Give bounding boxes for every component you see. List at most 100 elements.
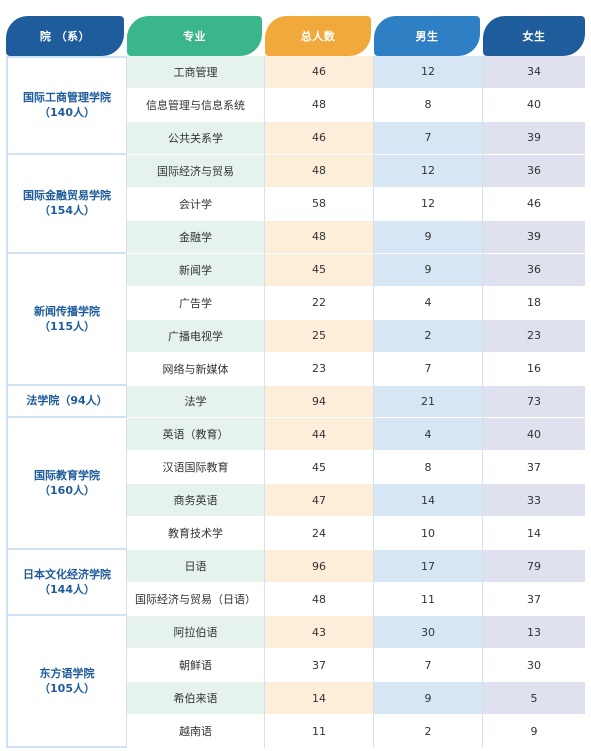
department-name: 新闻传播学院 <box>34 304 100 318</box>
table-cell-major: 法学 <box>127 385 264 419</box>
table-cell-male: 10 <box>374 517 482 551</box>
department-cell: 日本文化经济学院 （144人） <box>6 550 126 617</box>
header-major: 专业 <box>127 16 262 56</box>
table-cell-female: 36 <box>483 154 585 188</box>
table-cell-female: 13 <box>483 616 585 650</box>
department-cell: 东方语学院 （105人） <box>6 616 126 748</box>
table-cell-total: 58 <box>265 187 373 221</box>
table-cell-total: 45 <box>265 451 373 485</box>
table-cell-major: 希伯来语 <box>127 682 264 716</box>
table-cell-major: 商务英语 <box>127 484 264 518</box>
table-cell-female: 9 <box>483 715 585 748</box>
department-name: 国际教育学院 <box>34 469 100 483</box>
table-cell-male: 12 <box>374 187 482 221</box>
table-cell-major: 国际经济与贸易 <box>127 154 264 188</box>
header-department: 院 （系） <box>6 16 124 56</box>
table-cell-total: 25 <box>265 319 373 353</box>
table-cell-major: 金融学 <box>127 220 264 254</box>
table-cell-total: 11 <box>265 715 373 748</box>
department-cell: 新闻传播学院 （115人） <box>6 253 126 386</box>
department-cell: 国际教育学院 （160人） <box>6 418 126 551</box>
table-cell-male: 12 <box>374 56 482 89</box>
table-cell-male: 9 <box>374 253 482 287</box>
table-cell-major: 信息管理与信息系统 <box>127 88 264 122</box>
table-cell-female: 18 <box>483 286 585 320</box>
column-divider <box>264 56 265 748</box>
table-cell-male: 2 <box>374 715 482 748</box>
table-cell-major: 网络与新媒体 <box>127 352 264 386</box>
table-cell-male: 9 <box>374 682 482 716</box>
department-name: 东方语学院 <box>39 667 95 681</box>
table-cell-male: 11 <box>374 583 482 617</box>
table-cell-female: 73 <box>483 385 585 419</box>
department-name: 法学院（94人） <box>26 394 108 408</box>
table-cell-male: 4 <box>374 286 482 320</box>
department-name: 日本文化经济学院 <box>23 568 111 582</box>
column-divider <box>482 56 483 748</box>
table-cell-total: 48 <box>265 154 373 188</box>
table-cell-female: 33 <box>483 484 585 518</box>
header-total: 总人数 <box>265 16 371 56</box>
table-cell-major: 阿拉伯语 <box>127 616 264 650</box>
table-cell-total: 45 <box>265 253 373 287</box>
table-cell-male: 21 <box>374 385 482 419</box>
department-name: 国际金融贸易学院 <box>23 189 111 203</box>
table-cell-male: 8 <box>374 88 482 122</box>
table-cell-male: 7 <box>374 352 482 386</box>
table-cell-major: 英语（教育） <box>127 418 264 452</box>
table-cell-total: 24 <box>265 517 373 551</box>
table-cell-female: 40 <box>483 418 585 452</box>
header-male: 男生 <box>374 16 480 56</box>
table-cell-major: 工商管理 <box>127 56 264 89</box>
table-cell-female: 36 <box>483 253 585 287</box>
table-cell-major: 教育技术学 <box>127 517 264 551</box>
table-cell-male: 4 <box>374 418 482 452</box>
table-cell-male: 12 <box>374 154 482 188</box>
department-cell: 国际金融贸易学院 （154人） <box>6 154 126 254</box>
table-cell-female: 39 <box>483 220 585 254</box>
department-count: （154人） <box>39 204 95 218</box>
table-cell-male: 30 <box>374 616 482 650</box>
table-cell-major: 广播电视学 <box>127 319 264 353</box>
table-cell-female: 37 <box>483 583 585 617</box>
department-count: （160人） <box>39 484 95 498</box>
department-cell: 国际工商管理学院 （140人） <box>6 56 126 155</box>
table-cell-total: 47 <box>265 484 373 518</box>
table-cell-major: 公共关系学 <box>127 121 264 155</box>
table-cell-female: 39 <box>483 121 585 155</box>
table-cell-male: 7 <box>374 121 482 155</box>
table-cell-major: 广告学 <box>127 286 264 320</box>
department-count: （140人） <box>39 106 95 120</box>
department-count: （105人） <box>39 682 95 696</box>
table-cell-male: 8 <box>374 451 482 485</box>
department-count: （115人） <box>39 319 95 333</box>
table-cell-major: 日语 <box>127 550 264 584</box>
department-count: （144人） <box>39 583 95 597</box>
table-cell-major: 汉语国际教育 <box>127 451 264 485</box>
table-cell-male: 9 <box>374 220 482 254</box>
table-cell-male: 2 <box>374 319 482 353</box>
table-cell-major: 会计学 <box>127 187 264 221</box>
table-cell-male: 7 <box>374 649 482 683</box>
table-cell-major: 越南语 <box>127 715 264 748</box>
department-cell: 法学院（94人） <box>6 385 126 419</box>
table-cell-female: 79 <box>483 550 585 584</box>
column-divider <box>373 56 374 748</box>
table-cell-total: 22 <box>265 286 373 320</box>
department-name: 国际工商管理学院 <box>23 91 111 105</box>
column-divider <box>126 56 127 748</box>
table-cell-total: 96 <box>265 550 373 584</box>
table-cell-total: 48 <box>265 88 373 122</box>
table-cell-total: 37 <box>265 649 373 683</box>
table-cell-total: 23 <box>265 352 373 386</box>
table-cell-total: 46 <box>265 56 373 89</box>
table-cell-male: 17 <box>374 550 482 584</box>
table-cell-female: 34 <box>483 56 585 89</box>
table-cell-total: 48 <box>265 583 373 617</box>
table-cell-female: 5 <box>483 682 585 716</box>
table-cell-major: 新闻学 <box>127 253 264 287</box>
table-cell-male: 14 <box>374 484 482 518</box>
table-cell-female: 14 <box>483 517 585 551</box>
table-cell-female: 16 <box>483 352 585 386</box>
